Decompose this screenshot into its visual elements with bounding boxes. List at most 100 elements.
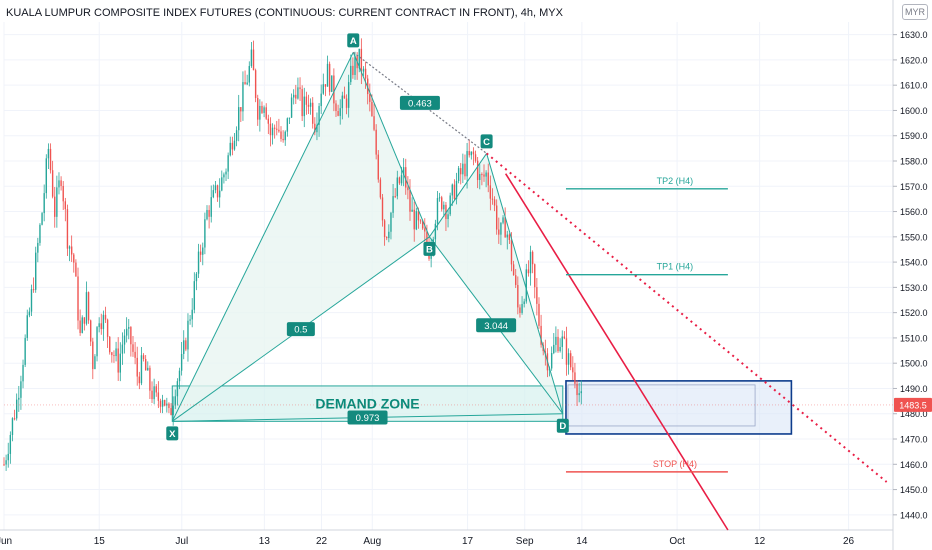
pattern-leg [171,52,354,422]
candle-up [506,234,508,238]
time-tick-label: Oct [669,536,685,547]
price-tick-label: 1480.0 [900,409,928,419]
candle-down [337,110,339,116]
candle-down [109,336,111,353]
candle-down [254,70,257,99]
candle-up [555,336,557,345]
candle-up [223,174,225,178]
pattern-point-label: D [559,421,566,432]
candle-down [252,49,255,71]
candle-up [523,301,525,305]
candle-down [574,372,576,384]
candle-up [250,49,253,67]
candle-up [119,353,122,373]
candle-up [18,397,20,400]
candle-down [170,408,172,415]
candle-up [233,140,236,150]
trendline-dotted [485,152,888,483]
candle-up [214,185,217,191]
pattern-point-label: B [426,244,433,255]
candle-down [261,105,263,113]
candle-down [534,264,536,288]
pattern-triangle-bcd [429,153,563,414]
candle-down [62,186,64,202]
currency-badge[interactable]: MYR [902,4,928,20]
candle-up [347,82,350,108]
candle-down [333,75,335,104]
candle-down [130,327,132,345]
candle-down [474,154,477,161]
candle-down [576,383,578,396]
candle-down [79,320,81,333]
candle-up [354,56,356,75]
candle-up [9,434,12,454]
candle-down [544,351,547,354]
candle-up [22,364,24,382]
candle-up [436,198,439,224]
pattern-point-badge [166,426,179,441]
price-tick-label: 1490.0 [900,384,928,394]
candle-down [512,264,515,276]
candle-up [39,224,41,243]
candle-up [212,190,215,198]
demand-zone-label: DEMAND ZONE [315,396,419,412]
candle-up [318,106,320,125]
entry-zone [565,380,793,435]
candle-down [569,353,572,368]
candle-up [415,211,418,230]
candle-up [529,251,532,274]
candle-down [51,170,54,197]
price-tick-label: 1440.0 [900,510,928,520]
candle-up [297,87,299,99]
candle-up [30,289,33,312]
candle-down [216,185,219,198]
candle-up [390,212,392,232]
candle-down [510,239,513,265]
pattern-leg [486,153,564,414]
candle-down [111,352,113,356]
candle-down [360,48,363,72]
candle-down [421,221,424,229]
candle-up [238,107,240,131]
time-tick-label: Jul [175,536,188,547]
candle-down [557,336,559,352]
candle-up [24,337,26,365]
candle-up [96,327,98,357]
candle-up [341,95,344,109]
price-tick-label: 1460.0 [900,460,928,470]
pattern-point-label: X [169,429,176,440]
candle-up [392,196,394,213]
candle-down [386,237,388,239]
candle-down [460,168,462,175]
candle-down [151,390,153,400]
candle-down [328,63,331,92]
candle-down [489,185,492,199]
candle-up [286,118,289,132]
candle-up [229,142,231,156]
pattern-leg [429,153,488,238]
candle-down [517,284,519,308]
candle-up [462,163,464,175]
last-price-badge [894,397,932,412]
candle-down [464,163,466,177]
pattern-point-badge [556,418,569,433]
time-tick-label: 26 [843,536,855,547]
time-tick-label: Sep [516,536,534,547]
candle-up [358,48,360,69]
candle-down [305,96,308,105]
candle-up [176,381,179,397]
candle-up [263,107,265,113]
chart-title: KUALA LUMPUR COMPOSITE INDEX FUTURES (CO… [6,7,563,19]
candle-down [483,174,485,177]
ratio-label: 3.044 [484,321,508,332]
candle-down [87,292,90,321]
candle-down [565,338,568,365]
candle-down [244,82,246,85]
candle-up [292,94,295,98]
candle-down [149,367,151,391]
candle-up [457,168,460,181]
candle-down [409,190,411,212]
candle-down [282,138,284,141]
candle-up [402,167,405,176]
